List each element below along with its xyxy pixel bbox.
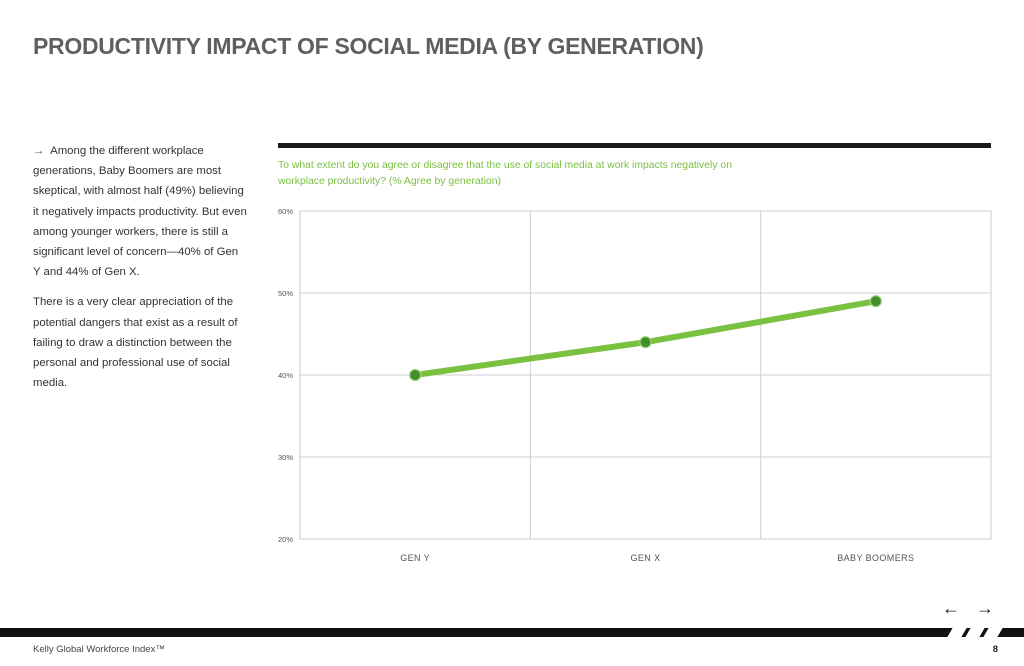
x-tick-label: GEN X [630, 553, 660, 563]
footer-bar [0, 628, 1024, 637]
footer-stripes [947, 628, 1003, 637]
intro-text: → Among the different workplace generati… [33, 141, 248, 403]
footer-brand: Kelly Global Workforce Index™ [33, 644, 165, 655]
chart-title: To what extent do you agree or disagree … [278, 160, 732, 187]
arrow-left-icon[interactable]: ← [942, 598, 970, 618]
page-number: 8 [992, 644, 998, 655]
paragraph-1: → Among the different workplace generati… [33, 141, 248, 282]
x-tick-label: GEN Y [400, 553, 430, 563]
chart-top-rule [278, 143, 991, 148]
slide-navigation: ← → [942, 598, 1004, 619]
data-point [639, 336, 652, 349]
arrow-right-icon[interactable]: → [976, 598, 1004, 618]
y-tick-label: 20% [278, 535, 293, 544]
y-tick-label: 60% [278, 207, 293, 216]
y-tick-label: 30% [278, 453, 293, 462]
page-title: PRODUCTIVITY IMPACT OF SOCIAL MEDIA (BY … [33, 33, 704, 59]
paragraph-1-text: Among the different workplace generation… [33, 145, 247, 279]
x-tick-label: BABY BOOMERS [837, 553, 914, 563]
data-point [869, 295, 882, 308]
paragraph-2: There is a very clear appreciation of th… [33, 296, 238, 390]
y-tick-label: 40% [278, 371, 293, 380]
arrow-right-icon: → [33, 145, 45, 157]
y-tick-label: 50% [278, 289, 293, 298]
data-point [409, 368, 422, 382]
